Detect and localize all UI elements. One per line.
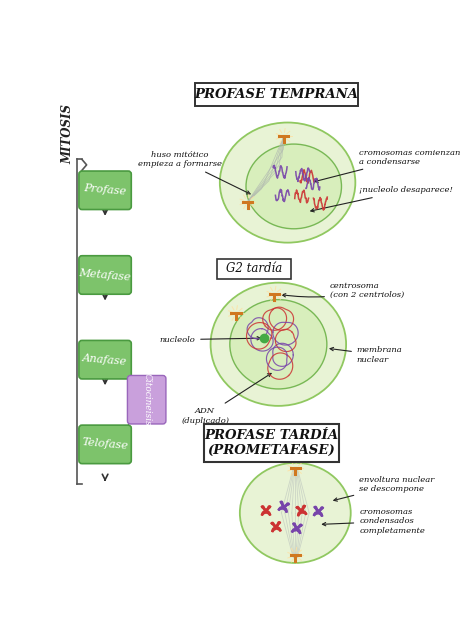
Text: Anafase: Anafase <box>82 353 128 366</box>
FancyBboxPatch shape <box>217 259 291 279</box>
Text: envoltura nuclear
se descompone: envoltura nuclear se descompone <box>334 476 435 501</box>
FancyBboxPatch shape <box>204 424 339 462</box>
Ellipse shape <box>230 300 327 389</box>
Text: nucleolo: nucleolo <box>159 336 261 343</box>
Ellipse shape <box>246 144 341 229</box>
Text: cromosomas
condensados
completamente: cromosomas condensados completamente <box>322 508 425 535</box>
Text: Metafase: Metafase <box>79 268 132 282</box>
Text: ¡nucleolo desaparece!: ¡nucleolo desaparece! <box>311 186 453 212</box>
Text: PROFASE TARDÍA
(PROMETAFASE): PROFASE TARDÍA (PROMETAFASE) <box>204 429 338 457</box>
Text: Profase: Profase <box>83 183 127 197</box>
FancyBboxPatch shape <box>79 340 131 379</box>
Text: huso mitótico
empieza a formarse: huso mitótico empieza a formarse <box>138 151 250 194</box>
FancyBboxPatch shape <box>79 425 131 464</box>
Text: PROFASE TEMPRANA: PROFASE TEMPRANA <box>194 88 358 101</box>
Text: G2 tardía: G2 tardía <box>226 262 282 275</box>
FancyBboxPatch shape <box>79 171 131 209</box>
Ellipse shape <box>210 282 346 406</box>
FancyBboxPatch shape <box>128 375 166 424</box>
Text: ADN
(duplicado): ADN (duplicado) <box>181 373 271 425</box>
Text: Citocineisis: Citocineisis <box>142 373 151 426</box>
Text: membrana
nuclear: membrana nuclear <box>330 347 402 364</box>
Text: MITOSIS: MITOSIS <box>62 104 74 164</box>
FancyBboxPatch shape <box>195 83 358 106</box>
Ellipse shape <box>240 463 351 563</box>
Text: cromosomas comienzan
a condensarse: cromosomas comienzan a condensarse <box>315 149 461 183</box>
Text: centrosoma
(con 2 centriolos): centrosoma (con 2 centriolos) <box>283 282 404 299</box>
FancyBboxPatch shape <box>79 256 131 294</box>
Text: Telofase: Telofase <box>82 438 129 452</box>
Ellipse shape <box>220 123 356 243</box>
